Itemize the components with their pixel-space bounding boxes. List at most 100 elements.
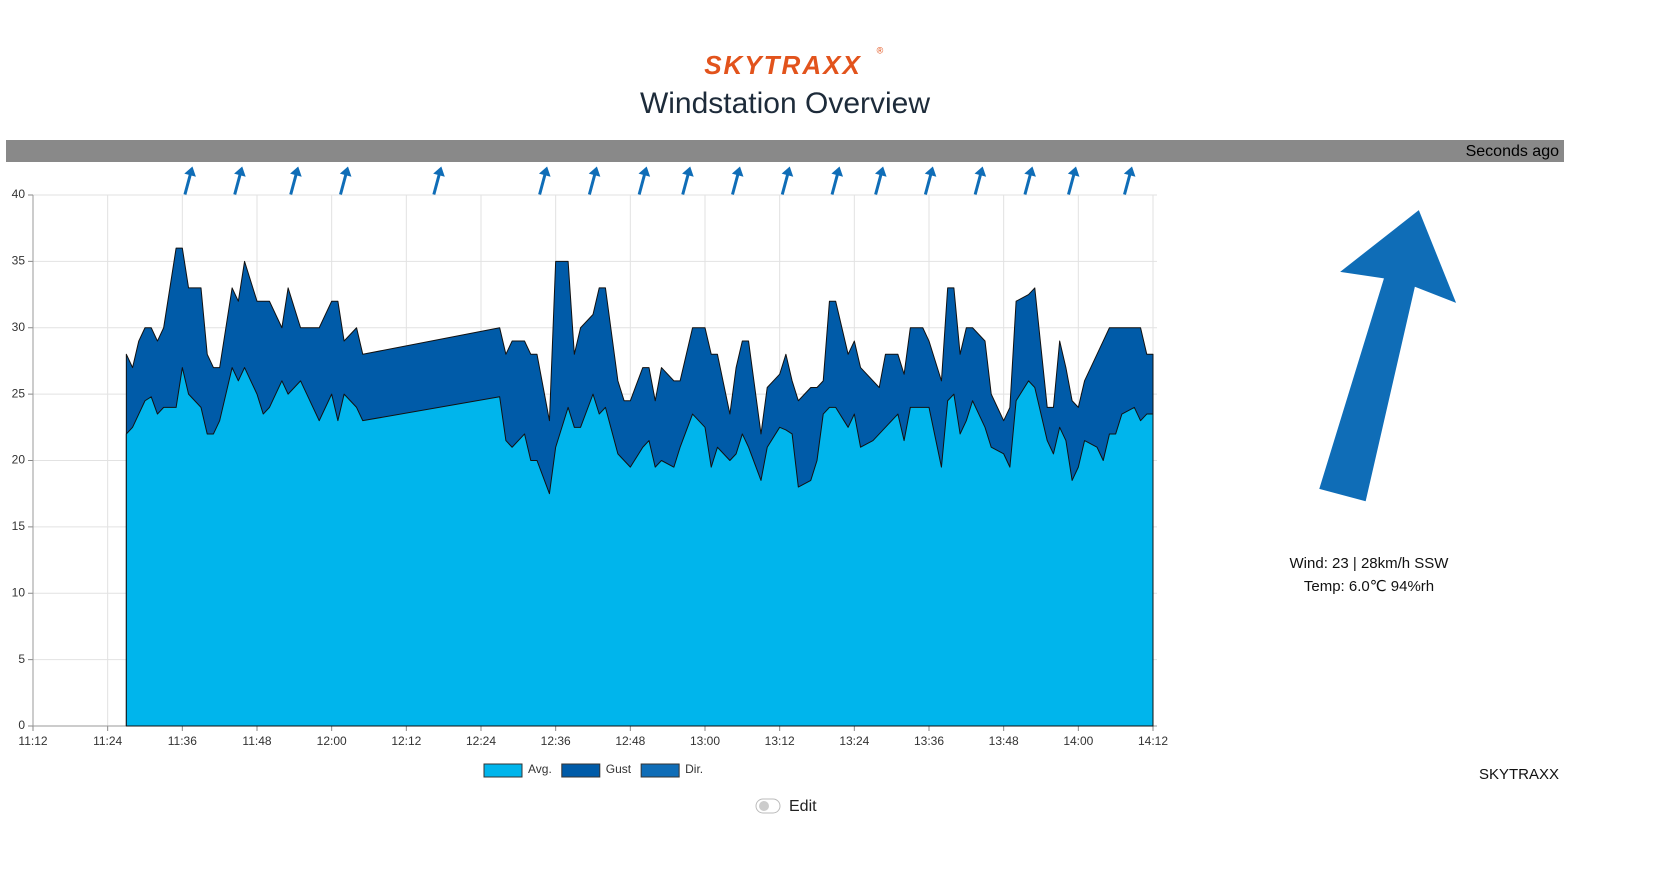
x-tick-label: 12:36 — [541, 734, 571, 748]
y-tick-label: 15 — [12, 519, 26, 533]
arrow-head — [781, 166, 794, 177]
direction-arrow — [973, 166, 987, 195]
arrow-head — [831, 166, 844, 177]
direction-arrow — [289, 166, 302, 195]
arrow-shaft — [1067, 170, 1077, 195]
y-tick-label: 40 — [12, 187, 26, 201]
x-tick-label: 11:36 — [168, 734, 197, 748]
arrow-head — [924, 166, 937, 177]
current-direction-arrow — [1319, 210, 1457, 502]
x-tick-label: 12:12 — [391, 734, 421, 748]
wind-chart: 0 5 10 15 20 25 30 35 40 11:12 11:24 11:36 11:48 12:0… — [12, 166, 1168, 778]
arrow-shaft — [1023, 170, 1033, 195]
direction-arrow — [780, 166, 794, 195]
x-tick-label: 12:24 — [466, 734, 496, 748]
status-text: Seconds ago — [1466, 143, 1560, 160]
arrow-head — [638, 166, 651, 177]
x-tick-label: 14:00 — [1063, 734, 1093, 748]
arrow-shaft — [923, 170, 934, 195]
arrow-head — [234, 166, 246, 177]
x-tick-label: 12:00 — [317, 734, 347, 748]
arrow-shaft — [289, 170, 299, 195]
legend-label: Dir. — [685, 762, 703, 776]
logo: SKYTRAXX — [704, 50, 862, 80]
temp-text: Temp: 6.0℃ 94%rh — [1304, 578, 1434, 595]
y-tick-label: 35 — [12, 254, 26, 268]
arrow-shaft — [681, 170, 691, 195]
arrow-shaft — [1123, 170, 1133, 195]
y-tick-label: 10 — [12, 585, 26, 599]
direction-arrow — [339, 166, 352, 195]
arrow-shape — [1319, 210, 1457, 502]
direction-arrow — [538, 166, 551, 195]
legend-swatch — [561, 763, 601, 778]
arrow-shaft — [874, 170, 884, 195]
direction-arrow — [432, 166, 445, 195]
arrow-head — [433, 166, 445, 177]
arrow-shaft — [830, 170, 840, 195]
legend-label: Avg. — [528, 762, 552, 776]
arrow-head — [538, 166, 551, 177]
x-tick-label: 11:48 — [242, 734, 271, 748]
direction-arrow — [923, 166, 937, 195]
y-tick-label: 0 — [18, 718, 25, 732]
arrow-head — [184, 166, 196, 177]
arrow-head — [1123, 166, 1136, 177]
y-tick-label: 30 — [12, 320, 26, 334]
arrow-head — [588, 166, 601, 177]
area-series — [125, 367, 1154, 727]
page-title: Windstation Overview — [640, 87, 930, 120]
arrow-head — [731, 166, 744, 177]
y-tick-label: 5 — [18, 652, 25, 666]
arrow-shaft — [973, 170, 983, 195]
direction-arrow — [731, 166, 744, 195]
x-tick-label: 11:12 — [18, 734, 47, 748]
footer-brand: SKYTRAXX — [1479, 766, 1559, 783]
status-bar — [6, 140, 1564, 162]
x-tick-label: 14:12 — [1138, 734, 1168, 748]
direction-arrow — [183, 166, 196, 195]
arrow-head — [682, 166, 694, 177]
legend-label: Gust — [606, 762, 632, 776]
x-tick-label: 13:00 — [690, 734, 720, 748]
legend-swatch — [483, 763, 523, 778]
arrow-head — [339, 166, 352, 177]
direction-arrow — [233, 166, 246, 195]
arrow-head — [290, 166, 302, 177]
arrow-shaft — [637, 170, 647, 195]
toggle-label[interactable]: Edit — [789, 798, 817, 815]
x-tick-label: 13:24 — [839, 734, 869, 748]
y-tick-label: 20 — [12, 453, 26, 467]
x-tick-label: 13:36 — [914, 734, 944, 748]
direction-arrow — [874, 166, 887, 195]
arrow-shaft — [731, 170, 741, 195]
y-tick-label: 25 — [12, 386, 26, 400]
direction-arrow — [681, 166, 694, 195]
arrow-head — [874, 166, 887, 177]
arrow-head — [1067, 166, 1080, 177]
wind-text: Wind: 23 | 28km/h SSW — [1290, 555, 1450, 572]
direction-arrow — [587, 166, 601, 195]
direction-arrow — [1023, 166, 1036, 195]
logo-mark: ® — [877, 45, 884, 55]
direction-arrow — [637, 166, 651, 195]
arrow-shaft — [587, 170, 598, 195]
legend-swatch — [640, 763, 680, 778]
x-tick-label: 11:24 — [93, 734, 122, 748]
arrow-shaft — [432, 170, 442, 195]
toggle-knob[interactable] — [759, 801, 769, 811]
x-tick-label: 13:12 — [765, 734, 795, 748]
arrow-head — [974, 166, 987, 177]
arrow-shaft — [233, 170, 243, 195]
direction-arrow — [1067, 166, 1080, 195]
edit-toggle[interactable] — [755, 798, 781, 814]
arrow-head — [1024, 166, 1036, 177]
direction-arrow — [830, 166, 844, 195]
direction-arrow — [1123, 166, 1136, 195]
arrow-shaft — [339, 170, 349, 195]
arrow-shaft — [538, 170, 548, 195]
arrow-shaft — [183, 170, 193, 195]
x-tick-label: 13:48 — [989, 734, 1019, 748]
